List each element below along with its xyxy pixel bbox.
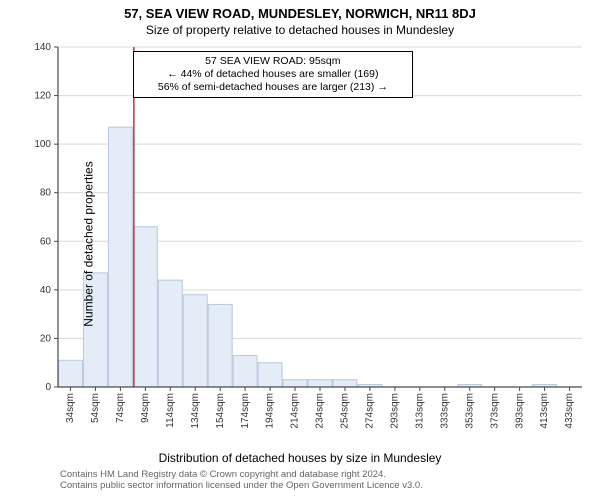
svg-text:214sqm: 214sqm	[290, 393, 301, 429]
svg-text:74sqm: 74sqm	[115, 393, 126, 423]
svg-text:154sqm: 154sqm	[215, 393, 226, 429]
svg-text:114sqm: 114sqm	[165, 393, 176, 428]
annotation-box: 57 SEA VIEW ROAD: 95sqm ← 44% of detache…	[133, 51, 413, 98]
svg-text:134sqm: 134sqm	[190, 393, 201, 429]
svg-text:120: 120	[34, 91, 51, 102]
svg-text:333sqm: 333sqm	[439, 393, 450, 429]
chart-title: 57, SEA VIEW ROAD, MUNDESLEY, NORWICH, N…	[0, 0, 600, 21]
svg-text:234sqm: 234sqm	[315, 393, 326, 429]
svg-text:353sqm: 353sqm	[464, 393, 475, 429]
annotation-line3: 56% of semi-detached houses are larger (…	[140, 81, 406, 94]
svg-text:34sqm: 34sqm	[65, 393, 76, 423]
chart-area: Number of detached properties 0 20 40 60 80 1…	[0, 39, 600, 449]
svg-text:433sqm: 433sqm	[564, 393, 575, 429]
svg-text:40: 40	[40, 285, 52, 296]
chart-subtitle: Size of property relative to detached ho…	[0, 21, 600, 39]
svg-text:60: 60	[40, 236, 52, 247]
footer-line2: Contains public sector information licen…	[60, 480, 592, 491]
footer: Contains HM Land Registry data © Crown c…	[0, 465, 600, 492]
x-axis-label: Distribution of detached houses by size …	[0, 449, 600, 465]
svg-text:293sqm: 293sqm	[389, 393, 400, 429]
svg-text:174sqm: 174sqm	[240, 393, 251, 429]
chart-container: 57, SEA VIEW ROAD, MUNDESLEY, NORWICH, N…	[0, 0, 600, 500]
svg-text:274sqm: 274sqm	[365, 393, 376, 429]
svg-text:413sqm: 413sqm	[539, 393, 550, 429]
svg-text:100: 100	[34, 139, 51, 150]
svg-text:94sqm: 94sqm	[140, 393, 151, 423]
svg-text:140: 140	[34, 42, 51, 53]
svg-text:393sqm: 393sqm	[514, 393, 525, 429]
footer-line1: Contains HM Land Registry data © Crown c…	[60, 469, 592, 480]
annotation-line2: ← 44% of detached houses are smaller (16…	[140, 68, 406, 81]
svg-text:313sqm: 313sqm	[414, 393, 425, 429]
svg-text:194sqm: 194sqm	[265, 393, 276, 429]
svg-text:373sqm: 373sqm	[489, 393, 500, 429]
svg-text:54sqm: 54sqm	[90, 393, 101, 423]
y-axis-label: Number of detached properties	[82, 161, 96, 326]
svg-text:0: 0	[45, 382, 51, 393]
annotation-line1: 57 SEA VIEW ROAD: 95sqm	[140, 55, 406, 68]
svg-text:80: 80	[40, 188, 52, 199]
svg-text:254sqm: 254sqm	[340, 393, 351, 429]
svg-text:20: 20	[40, 333, 52, 344]
